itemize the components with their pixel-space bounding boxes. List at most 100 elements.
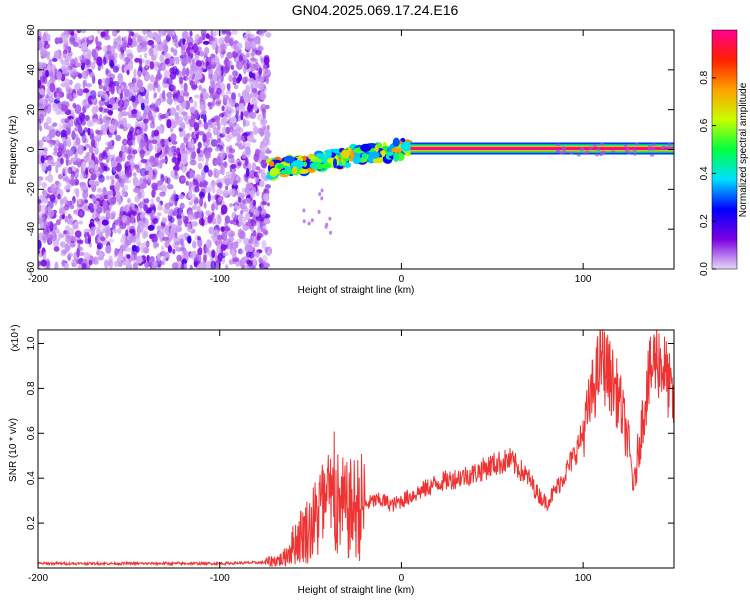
- heatmap-noise-cell: [122, 111, 129, 117]
- heatmap-noise-cell: [60, 252, 67, 257]
- x-tick-label: -100: [210, 573, 230, 584]
- heatmap-noise-cell: [160, 64, 167, 72]
- heatmap-noise-cell: [239, 103, 245, 109]
- heatmap-noise-cell: [166, 119, 172, 129]
- heatmap-noise-cell: [56, 71, 62, 81]
- heatmap-noise-cell: [229, 38, 234, 47]
- heatmap-noise-cell: [171, 262, 179, 269]
- heatmap-noise-cell: [58, 123, 62, 132]
- heatmap-noise-cell: [124, 179, 132, 184]
- heatmap-noise-cell: [64, 185, 70, 191]
- heatmap-noise-cell: [53, 50, 60, 59]
- heatmap-noise-cell: [167, 245, 172, 253]
- heatmap-noise-cell: [158, 260, 164, 266]
- heatmap-noise-cell: [38, 120, 41, 131]
- heatmap-noise-cell: [201, 88, 207, 94]
- heatmap-noise-cell: [113, 260, 119, 268]
- heatmap-noise-cell: [596, 148, 601, 152]
- heatmap-noise-cell: [214, 147, 221, 152]
- heatmap-noise-cell: [120, 178, 125, 189]
- snr-frame: [37, 329, 675, 569]
- heatmap-noise-cell: [178, 206, 183, 216]
- heatmap-noise-cell: [244, 156, 248, 167]
- heatmap-noise-cell: [253, 171, 258, 178]
- heatmap-noise-cell: [84, 237, 91, 244]
- heatmap-noise-cell: [74, 104, 82, 115]
- heatmap-noise-cell: [137, 70, 142, 78]
- heatmap-noise-cell: [302, 208, 306, 213]
- x-tick-label: -200: [28, 573, 48, 584]
- heatmap-noise-cell: [248, 239, 252, 244]
- heatmap-noise-cell: [310, 218, 314, 223]
- heatmap-noise-cell: [666, 146, 671, 150]
- heatmap-noise-cell: [262, 114, 266, 119]
- heatmap-noise-cell: [186, 223, 192, 231]
- heatmap-noise-cell: [189, 49, 195, 54]
- heatmap-noise-cell: [203, 201, 207, 209]
- heatmap-noise-cell: [81, 262, 87, 269]
- heatmap-noise-cell: [67, 149, 74, 157]
- heatmap-noise-cell: [70, 68, 78, 77]
- heatmap-noise-cell: [71, 262, 76, 267]
- heatmap-noise-cell: [77, 144, 84, 155]
- heatmap-noise-cell: [136, 79, 143, 89]
- heatmap-noise-cell: [51, 57, 58, 63]
- heatmap-noise-cell: [101, 92, 108, 99]
- heatmap-noise-cell: [131, 109, 138, 115]
- heatmap-noise-cell: [234, 128, 239, 136]
- heatmap-noise-cell: [102, 45, 109, 53]
- heatmap-signal-cell: [361, 152, 367, 159]
- heatmap-noise-cell: [139, 167, 147, 177]
- heatmap-noise-cell: [47, 159, 53, 165]
- heatmap-noise-cell: [228, 236, 235, 242]
- heatmap-noise-cell: [172, 152, 177, 163]
- heatmap-noise-cell: [166, 34, 170, 43]
- heatmap-noise-cell: [215, 120, 220, 127]
- heatmap-noise-cell: [120, 244, 124, 252]
- heatmap-noise-cell: [216, 138, 221, 144]
- heatmap-noise-cell: [155, 106, 160, 112]
- heatmap-noise-cell: [202, 40, 210, 45]
- heatmap-noise-cell: [124, 101, 129, 109]
- y-tick-label: -20: [26, 182, 37, 197]
- heatmap-noise-cell: [96, 41, 102, 47]
- heatmap-noise-cell: [74, 57, 78, 62]
- heatmap-noise-cell: [173, 165, 180, 172]
- heatmap-noise-cell: [95, 193, 101, 199]
- heatmap-noise-cell: [170, 120, 177, 129]
- heatmap-noise-cell: [228, 74, 233, 83]
- heatmap-noise-cell: [569, 151, 574, 155]
- heatmap-noise-cell: [72, 93, 77, 98]
- heatmap-noise-cell: [121, 84, 124, 90]
- heatmap-noise-cell: [329, 230, 333, 235]
- heatmap-noise-cell: [148, 169, 153, 179]
- heatmap-noise-cell: [261, 139, 268, 149]
- heatmap-noise-cell: [105, 175, 110, 181]
- heatmap-noise-cell: [164, 138, 169, 147]
- heatmap-noise-cell: [200, 30, 207, 39]
- heatmap-noise-cell: [161, 158, 166, 164]
- figure-title: GN04.2025.069.17.24.E16: [292, 2, 459, 18]
- heatmap-noise-cell: [194, 186, 200, 193]
- heatmap-noise-cell: [74, 178, 80, 186]
- heatmap-noise-cell: [89, 71, 95, 78]
- heatmap-noise-cell: [111, 196, 117, 205]
- heatmap-noise-cell: [198, 36, 203, 44]
- heatmap-noise-cell: [245, 167, 250, 177]
- heatmap-noise-cell: [128, 33, 132, 44]
- heatmap-noise-cell: [241, 76, 248, 85]
- x-tick-label: 0: [399, 573, 405, 584]
- heatmap-signal-cell: [368, 151, 380, 159]
- heatmap-noise-cell: [168, 98, 173, 106]
- heatmap-noise-cell: [150, 212, 154, 222]
- heatmap-noise-cell: [111, 179, 115, 185]
- heatmap-signal-cell: [316, 163, 324, 170]
- heatmap-noise-cell: [144, 262, 150, 269]
- heatmap-noise-cell: [43, 136, 50, 141]
- heatmap-noise-cell: [240, 111, 244, 121]
- heatmap-noise-cell: [43, 162, 48, 167]
- heatmap-noise-cell: [651, 143, 656, 147]
- heatmap-noise-cell: [242, 118, 246, 128]
- heatmap-noise-cell: [263, 262, 271, 268]
- heatmap-noise-cell: [132, 211, 137, 217]
